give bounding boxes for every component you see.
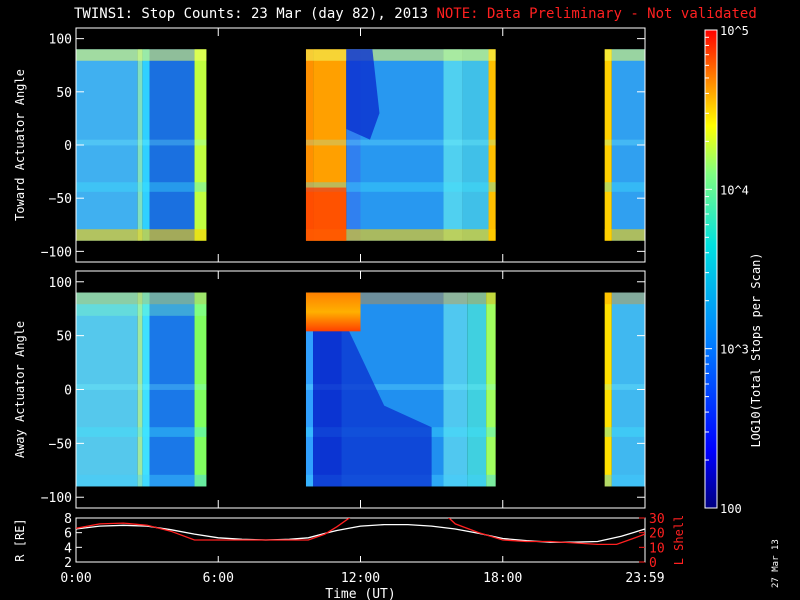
- date-stamp: 27 Mar 13: [771, 539, 781, 588]
- edge-band: [604, 474, 645, 487]
- edge-band: [76, 292, 207, 305]
- colorbar-label: LOG10(Total Stops per Scan): [749, 252, 763, 447]
- mid-band: [76, 427, 207, 437]
- heatmap-strip: [604, 49, 612, 241]
- y-tick-label: −50: [49, 437, 72, 452]
- y2-tick-label: 20: [649, 527, 665, 542]
- high-count-region: [305, 187, 347, 241]
- y2-axis-label: L Shell: [672, 515, 686, 566]
- heatmap-strip: [305, 49, 314, 241]
- heatmap-strip: [149, 49, 195, 241]
- heatmap-strip: [467, 292, 487, 487]
- mid-band: [76, 384, 207, 390]
- heatmap-strip: [486, 292, 496, 487]
- heatmap-strip: [305, 292, 314, 487]
- toward-angle-panel: 100 50 0 −50 −100 Toward Actuator Angle: [13, 27, 646, 263]
- heatmap-strip: [443, 292, 468, 487]
- heatmap-strip: [462, 49, 489, 241]
- y-axis-label: R [RE]: [13, 518, 27, 561]
- x-tick-label: 18:00: [483, 571, 522, 586]
- y-tick-label: 6: [64, 527, 72, 542]
- x-tick-label: 12:00: [341, 571, 380, 586]
- y2-tick-label: 10: [649, 541, 665, 556]
- low-count-region: [313, 330, 432, 487]
- mid-band: [76, 139, 207, 146]
- edge-band: [305, 229, 496, 241]
- title-main: TWINS1: Stop Counts: 23 Mar (day 82), 20…: [74, 6, 429, 22]
- edge-band: [76, 292, 207, 316]
- chart-title: TWINS1: Stop Counts: 23 Mar (day 82), 20…: [74, 6, 757, 22]
- edge-band: [305, 49, 496, 61]
- y-tick-label: 0: [64, 384, 72, 399]
- y-tick-label: 100: [49, 276, 72, 291]
- colorbar-tick-label: 100: [720, 502, 742, 516]
- heatmap-strip: [443, 49, 463, 241]
- y-tick-label: −100: [41, 245, 72, 260]
- mid-band: [604, 384, 645, 390]
- heatmap-strip: [142, 49, 150, 241]
- y-tick-label: −50: [49, 192, 72, 207]
- high-count-region: [305, 292, 361, 332]
- heatmap-strip: [194, 49, 207, 241]
- edge-band: [76, 229, 207, 241]
- lshell-line: [76, 518, 645, 546]
- y-tick-label: 100: [49, 33, 72, 48]
- edge-band: [604, 49, 645, 61]
- y2-tick-label: 0: [649, 556, 657, 571]
- edge-band: [305, 292, 496, 305]
- mid-band: [76, 182, 207, 192]
- title-note: NOTE: Data Preliminary - Not validated: [436, 6, 757, 22]
- mid-band: [305, 182, 496, 192]
- colorbar-tick-label: 10^4: [720, 183, 749, 197]
- y2-tick-label: 30: [649, 512, 665, 527]
- heatmap-strip: [149, 292, 195, 487]
- y-tick-label: 0: [64, 139, 72, 154]
- mid-band: [305, 139, 496, 146]
- heatmap-strip: [76, 49, 138, 241]
- colorbar: 100 10^3 10^4 10^5 LOG10(Total Stops per Sc…: [704, 24, 763, 516]
- colorbar-tick-label: 10^5: [720, 24, 749, 38]
- heatmap-strip: [137, 292, 143, 487]
- y-axis-label: Toward Actuator Angle: [13, 69, 27, 221]
- edge-band: [76, 49, 207, 61]
- y-tick-label: 4: [64, 541, 72, 556]
- x-tick-label: 6:00: [203, 571, 234, 586]
- y-tick-label: 50: [56, 86, 72, 101]
- x-tick-label: 0:00: [60, 571, 91, 586]
- mid-band: [604, 139, 645, 146]
- low-count-region: [346, 49, 380, 140]
- colorbar-gradient: [704, 29, 718, 509]
- edge-band: [604, 292, 645, 305]
- mid-band: [604, 182, 645, 192]
- edge-band: [76, 474, 207, 487]
- y-tick-label: 8: [64, 512, 72, 527]
- heatmap-strip: [488, 49, 496, 241]
- heatmap-strip: [194, 292, 207, 487]
- edge-band: [604, 229, 645, 241]
- heatmap-strip: [76, 292, 138, 487]
- heatmap-strip: [604, 292, 612, 487]
- mid-band: [604, 427, 645, 437]
- y-tick-label: 50: [56, 330, 72, 345]
- mid-band: [305, 384, 496, 390]
- x-tick-label: 23:59: [625, 571, 664, 586]
- r-distance-line: [76, 523, 645, 543]
- heatmap-strip: [137, 49, 143, 241]
- away-angle-panel: 100 50 0 −50 −100 Away Actuator Angle: [13, 270, 646, 509]
- colorbar-ticks: 100 10^3 10^4 10^5: [705, 24, 749, 516]
- x-axis-label: Time (UT): [325, 587, 395, 600]
- orbit-frame: [75, 517, 646, 563]
- y-tick-label: −100: [41, 491, 72, 506]
- y-axis-label: Away Actuator Angle: [13, 321, 27, 458]
- colorbar-tick-label: 10^3: [720, 343, 749, 357]
- heatmap-strip: [142, 292, 150, 487]
- y-tick-label: 2: [64, 556, 72, 571]
